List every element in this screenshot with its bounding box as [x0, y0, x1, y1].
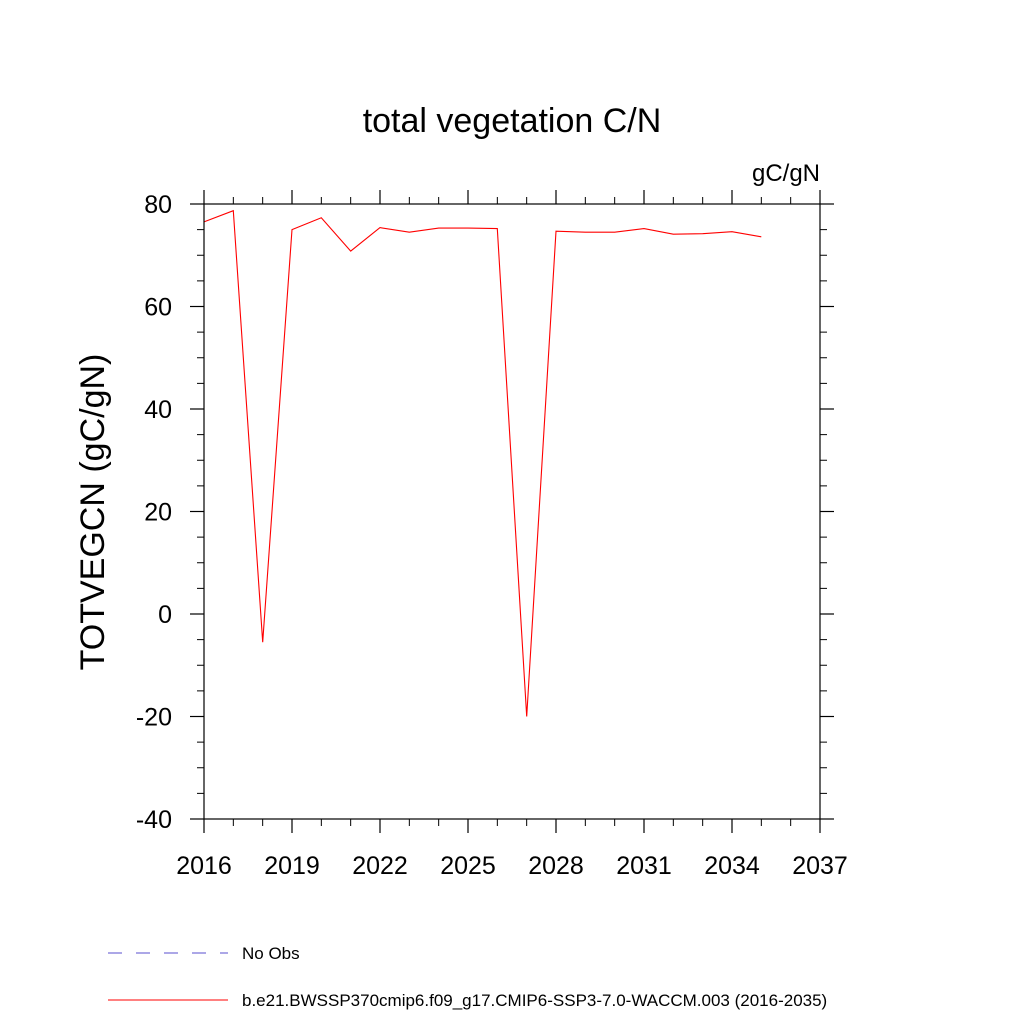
- y-tick-label: 60: [144, 294, 172, 322]
- y-axis-label: TOTVEGCN (gC/gN): [74, 354, 112, 671]
- y-tick-label: -20: [136, 704, 172, 732]
- x-tick-label: 2025: [440, 852, 496, 880]
- x-tick-label: 2016: [176, 852, 232, 880]
- legend-label-model: b.e21.BWSSP370cmip6.f09_g17.CMIP6-SSP3-7…: [242, 991, 827, 1010]
- x-tick-label: 2019: [264, 852, 320, 880]
- x-tick-label: 2031: [616, 852, 672, 880]
- y-tick-label: 0: [158, 601, 172, 629]
- plot-frame: [203, 203, 821, 820]
- x-tick-label: 2034: [704, 852, 760, 880]
- series-lines: [203, 209, 762, 717]
- y-tick-label: -40: [136, 806, 172, 834]
- legend: No Obs b.e21.BWSSP370cmip6.f09_g17.CMIP6…: [108, 944, 827, 1010]
- x-tick-label: 2037: [792, 852, 848, 880]
- major-ticks: [190, 190, 834, 833]
- y-tick-label: 40: [144, 396, 172, 424]
- tick-labels: 2016 2019 2022 2025 2028 2031 2034 2037 -40 -20 0 2…: [136, 191, 848, 880]
- series-line-1: [203, 209, 762, 717]
- x-tick-label: 2028: [528, 852, 584, 880]
- legend-label-no-obs: No Obs: [242, 944, 300, 963]
- x-tick-label: 2022: [352, 852, 408, 880]
- units-label: gC/gN: [752, 160, 820, 187]
- minor-ticks: [197, 197, 827, 826]
- chart-title: total vegetation C/N: [363, 102, 662, 140]
- y-tick-label: 80: [144, 191, 172, 219]
- y-tick-label: 20: [144, 499, 172, 527]
